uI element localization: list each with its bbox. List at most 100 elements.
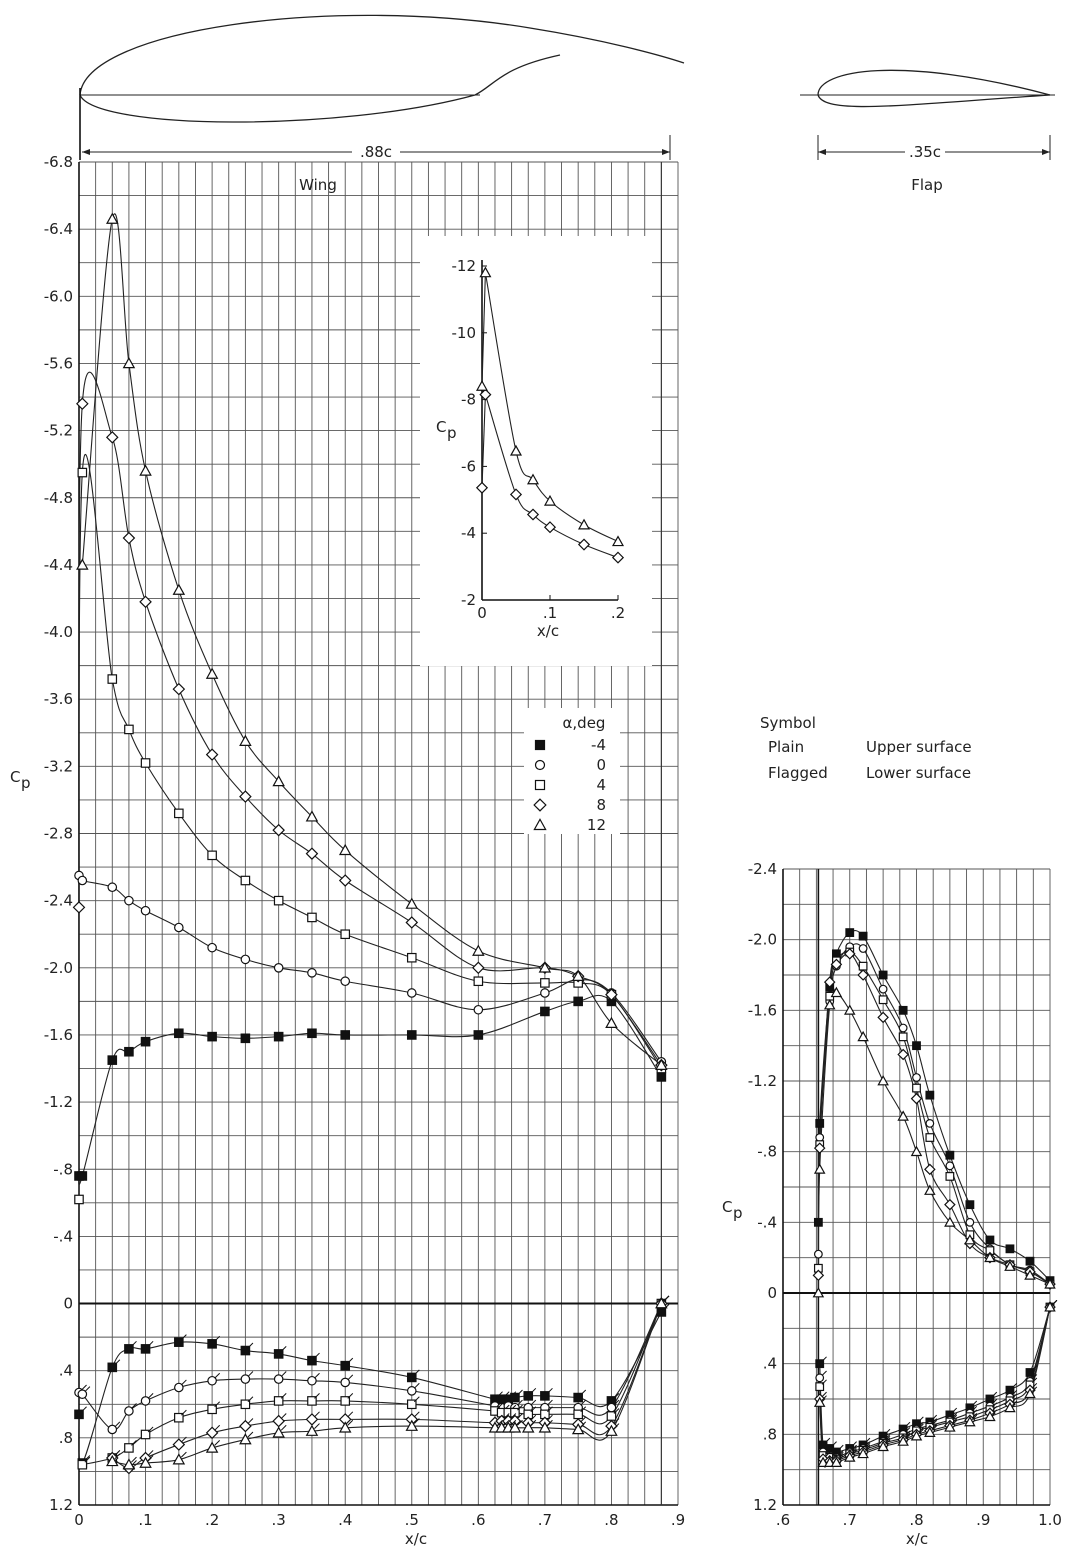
data-point-alpha-4-lower <box>140 1429 151 1440</box>
data-point-alpha-0-lower <box>307 1375 317 1386</box>
flag-mark <box>580 1416 587 1423</box>
data-point-alpha--4-lower <box>523 1391 534 1401</box>
data-point-alpha--4-upper <box>124 1046 134 1057</box>
flag-mark <box>547 1419 553 1426</box>
y-tick-label: -5.6 <box>44 354 73 372</box>
inset-markers <box>475 266 625 564</box>
data-point-alpha-0-upper <box>912 1073 921 1082</box>
inset-x-tick-label: .1 <box>543 604 557 622</box>
data-point-alpha-12-upper <box>272 774 285 787</box>
flag-mark <box>214 1372 221 1379</box>
flap-y-axis-label: C p <box>722 1198 743 1222</box>
flag-mark <box>821 1379 827 1385</box>
inset-y-axis-label-sub: p <box>447 424 457 442</box>
data-point-alpha-4-lower <box>307 1396 317 1406</box>
data-point-alpha--4-upper <box>107 1055 118 1065</box>
flag-mark <box>613 1408 620 1414</box>
flag-mark <box>280 1371 287 1377</box>
data-point-alpha-12-upper <box>472 944 485 956</box>
flag-mark <box>180 1451 187 1458</box>
flag-mark <box>147 1340 154 1347</box>
data-point-alpha-12-upper <box>812 1287 825 1298</box>
legend-label: 12 <box>587 816 606 834</box>
y-tick-label: .8 <box>763 1425 777 1443</box>
legend-marker-triangle <box>533 818 547 831</box>
data-point-alpha-0-upper <box>174 922 184 933</box>
flag-mark <box>247 1396 254 1403</box>
flag-mark <box>214 1440 221 1446</box>
data-point-alpha--4-lower <box>273 1349 284 1359</box>
data-point-alpha-0-lower <box>340 1377 351 1388</box>
data-point-alpha-12-upper <box>1004 1260 1016 1271</box>
data-point-alpha-12-upper <box>813 1163 826 1174</box>
data-point-alpha-4-upper <box>473 976 484 987</box>
data-point-alpha-12-upper <box>823 999 836 1010</box>
data-point-alpha--4-upper <box>898 1005 908 1015</box>
flag-mark <box>613 1393 620 1399</box>
data-point-alpha-8-upper <box>139 595 152 609</box>
data-point-alpha--4-upper <box>1005 1244 1015 1254</box>
flag-mark <box>831 1441 837 1447</box>
flag-mark <box>931 1420 938 1426</box>
legend-label: 4 <box>596 776 606 794</box>
flag-mark <box>951 1418 958 1424</box>
inset-axes: 0 .1 .2 -2 -4 -6 -8 -10 -12 <box>452 257 626 622</box>
y-tick-label: -3.2 <box>44 757 73 775</box>
data-point-alpha-12-upper <box>239 734 252 746</box>
x-tick-label: .2 <box>205 1511 219 1529</box>
data-point-alpha--4-lower <box>406 1372 417 1383</box>
inset-y-axis-label-main: C <box>436 418 446 436</box>
flap-y-axis-label-main: C <box>722 1198 732 1216</box>
data-point-alpha-4-upper <box>925 1133 935 1142</box>
flag-mark <box>517 1399 523 1406</box>
flag-mark <box>1031 1386 1038 1392</box>
data-point-alpha-4-upper <box>878 995 888 1005</box>
flag-mark <box>1031 1377 1038 1383</box>
data-point-alpha-8-upper <box>605 988 618 1001</box>
flap-chart-grid <box>782 868 1051 1506</box>
data-point-alpha-4-upper <box>124 724 134 735</box>
flag-mark <box>247 1431 254 1438</box>
data-point-alpha-12-lower <box>106 1454 119 1467</box>
data-point-alpha-12-lower <box>305 1424 319 1436</box>
y-tick-label: -1.2 <box>44 1093 73 1111</box>
inset-data-point-alpha-12 <box>526 473 540 485</box>
data-point-alpha-4-upper <box>912 1083 921 1093</box>
inset-y-axis-label: C p <box>436 418 457 442</box>
data-point-alpha-0-upper <box>340 976 351 987</box>
data-point-alpha-12-lower <box>571 1422 585 1435</box>
flag-mark <box>851 1446 857 1452</box>
data-point-alpha-4-upper <box>74 1194 84 1205</box>
data-point-alpha-12-upper <box>964 1234 976 1245</box>
data-point-alpha-0-upper <box>207 942 217 953</box>
data-point-alpha-0-upper <box>473 1004 484 1015</box>
data-point-alpha-12-upper <box>571 969 585 981</box>
flag-mark <box>821 1395 827 1401</box>
data-point-alpha-8-upper <box>205 748 219 761</box>
legend-label: 8 <box>596 796 606 814</box>
legend-marker-diamond <box>533 798 547 812</box>
flag-mark <box>580 1406 587 1413</box>
data-point-alpha--4-lower <box>74 1409 84 1420</box>
data-point-alpha-0-lower <box>140 1396 151 1406</box>
flag-mark <box>547 1406 553 1413</box>
data-point-alpha-4-upper <box>307 912 317 923</box>
data-point-alpha-4-upper <box>174 808 184 819</box>
data-point-alpha-12-lower <box>205 1441 219 1453</box>
x-tick-label: .5 <box>405 1511 419 1529</box>
flag-mark <box>951 1420 958 1426</box>
inset-x-tick-label: .2 <box>611 604 625 622</box>
data-point-alpha--4-lower <box>815 1359 825 1369</box>
data-point-alpha-8-upper <box>338 874 352 887</box>
data-point-alpha-4-upper <box>340 929 351 940</box>
x-tick-label: .6 <box>471 1511 485 1529</box>
data-point-alpha-8-lower <box>172 1438 186 1451</box>
flag-mark <box>1051 1299 1058 1306</box>
data-point-alpha-4-upper <box>240 875 251 886</box>
data-point-alpha-12-lower <box>1024 1387 1036 1399</box>
y-tick-label: -6.8 <box>44 153 73 171</box>
data-point-alpha-12-lower <box>655 1297 668 1309</box>
data-point-alpha-8-upper <box>897 1048 909 1061</box>
legend-marker-circle <box>534 759 546 771</box>
flap-chart-markers <box>812 928 1058 1468</box>
